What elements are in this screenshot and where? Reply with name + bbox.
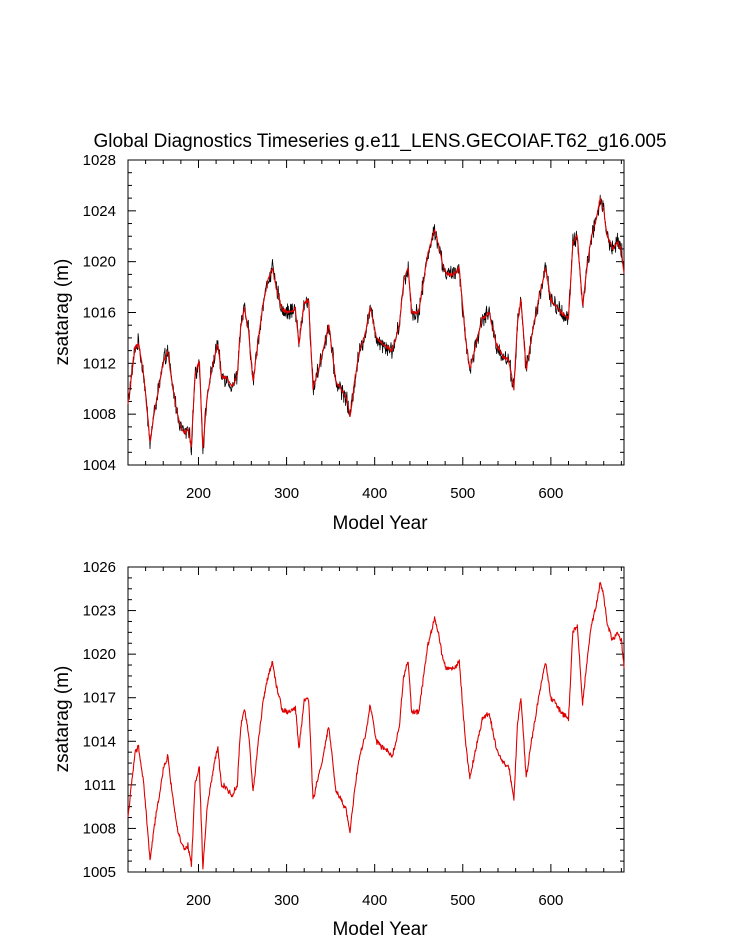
series-line-annual (127, 194, 625, 456)
series-group (127, 194, 625, 456)
y-tick-label: 1014 (83, 733, 116, 750)
axis-ticks: 200 300 400 500 600 1004 1008 1012 1016 1020 1024 1… (83, 152, 624, 502)
y-tick-label: 1011 (84, 777, 116, 794)
y-tick-label: 1017 (83, 690, 116, 707)
series-line-running-mean (127, 581, 625, 870)
x-tick-label: 300 (274, 892, 299, 909)
x-tick-label: 200 (186, 485, 211, 502)
y-axis-label: zsatarag (m) (52, 259, 73, 366)
y-axis-label: zsatarag (m) (52, 666, 73, 773)
x-axis-label: Model Year (332, 513, 428, 534)
x-tick-label: 200 (186, 892, 211, 909)
x-tick-label: 400 (362, 485, 387, 502)
axis-ticks: 200 300 400 500 600 1005 1008 1011 1014 1017 1020 1… (83, 559, 624, 909)
y-tick-label: 1026 (83, 559, 116, 576)
y-tick-label: 1012 (83, 355, 116, 372)
y-tick-label: 1008 (83, 406, 116, 423)
y-tick-label: 1020 (83, 646, 116, 663)
x-tick-label: 500 (450, 892, 475, 909)
x-tick-label: 400 (362, 892, 387, 909)
y-tick-label: 1020 (83, 254, 116, 271)
y-tick-label: 1023 (83, 603, 116, 620)
plot-frame (127, 159, 625, 466)
series-line-running-mean (127, 197, 625, 449)
top-panel: 200 300 400 500 600 1004 1008 1012 1016 1020 1024 1… (52, 152, 625, 534)
y-tick-label: 1004 (83, 457, 116, 474)
y-tick-label: 1028 (83, 152, 116, 169)
y-tick-label: 1016 (83, 305, 116, 322)
x-axis-label: Model Year (332, 919, 428, 940)
y-tick-label: 1024 (83, 203, 116, 220)
series-group (127, 581, 625, 870)
x-tick-label: 600 (538, 892, 563, 909)
x-tick-label: 300 (274, 485, 299, 502)
bottom-panel: 200 300 400 500 600 1005 1008 1011 1014 1017 1020 1… (52, 559, 625, 940)
x-tick-label: 600 (538, 485, 563, 502)
x-tick-label: 500 (450, 485, 475, 502)
y-tick-label: 1008 (83, 820, 116, 837)
chart-title: Global Diagnostics Timeseries g.e11_LENS… (93, 131, 666, 152)
y-tick-label: 1005 (83, 864, 116, 881)
plot-frame (127, 566, 625, 873)
